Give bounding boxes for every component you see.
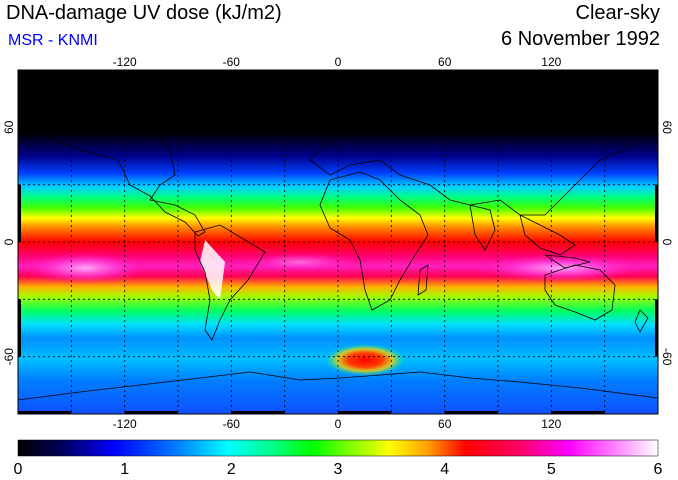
lon-tick-label: 0: [335, 417, 342, 431]
lat-ticks-left: 60 0 -60: [2, 120, 16, 365]
lon-tick-label: 120: [541, 55, 561, 69]
lat-ticks-right: 60 0 -60: [660, 121, 674, 366]
colorbar-tick-label: 4: [440, 461, 449, 478]
colorbar-tick-label: 6: [654, 461, 663, 478]
lat-tick-label: 0: [2, 238, 16, 245]
lon-tick-label: 0: [335, 55, 342, 69]
lat-tick-label: -60: [2, 348, 16, 366]
lon-tick-label: -60: [223, 417, 241, 431]
colorbar-ticks: 0 1 2 3 4 5 6: [14, 461, 663, 478]
map-title: DNA-damage UV dose (kJ/m2): [6, 2, 282, 24]
colorbar-tick-label: 3: [334, 461, 343, 478]
sky-condition-label: Clear-sky: [575, 2, 660, 24]
lon-tick-label: 60: [438, 417, 452, 431]
lon-ticks-bottom: -120 -60 0 60 120: [113, 417, 562, 431]
lon-tick-label: -120: [113, 55, 137, 69]
coastlines: [18, 84, 658, 401]
lon-tick-label: -120: [113, 417, 137, 431]
source-label: MSR - KNMI: [8, 32, 98, 49]
lon-tick-label: 60: [438, 55, 452, 69]
grid-lines: [18, 70, 658, 414]
lon-tick-label: -60: [223, 55, 241, 69]
colorbar-tick-label: 5: [547, 461, 556, 478]
lat-tick-label: 60: [660, 121, 674, 135]
map-border-ticks: [18, 70, 658, 414]
lat-tick-label: -60: [660, 348, 674, 366]
colorbar-tick-label: 2: [227, 461, 236, 478]
date-label: 6 November 1992: [501, 28, 660, 50]
lat-tick-label: 60: [2, 120, 16, 134]
lon-ticks-top: -120 -60 0 60 120: [113, 55, 562, 69]
lon-tick-label: 120: [541, 417, 561, 431]
colorbar: [17, 439, 659, 457]
colorbar-tick-label: 1: [120, 461, 129, 478]
lat-tick-label: 0: [660, 239, 674, 246]
colorbar-tick-label: 0: [14, 461, 23, 478]
